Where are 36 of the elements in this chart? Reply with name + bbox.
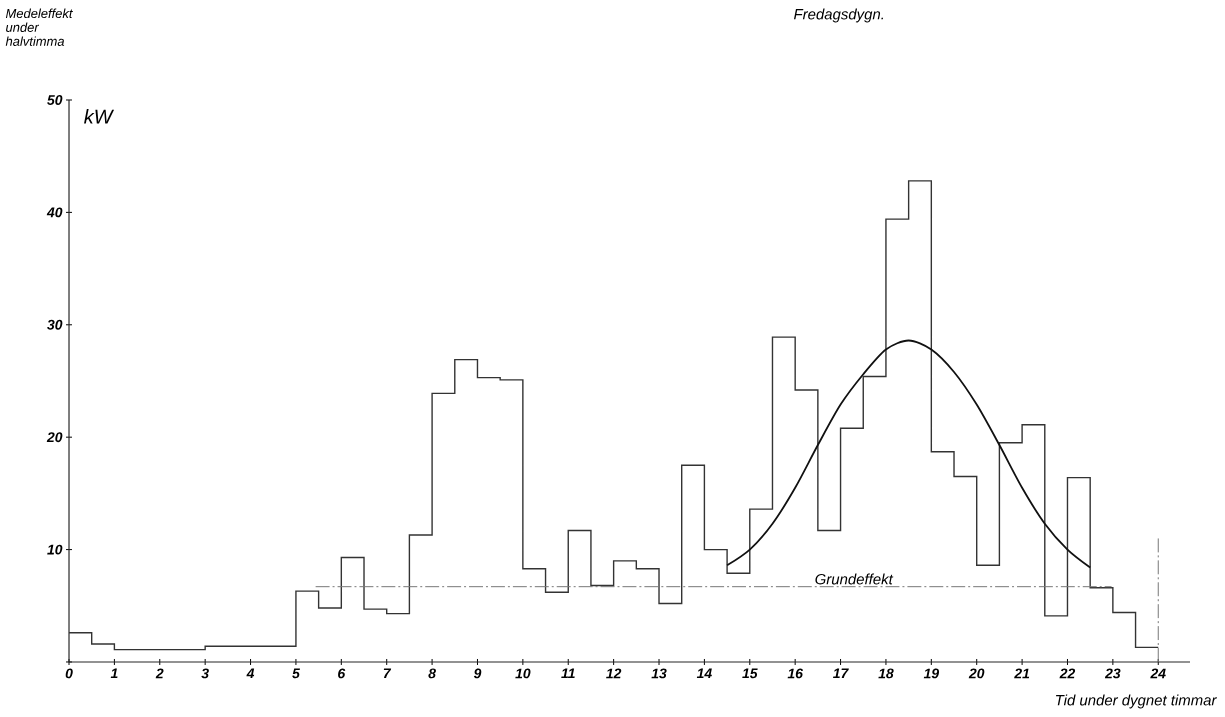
x-tick-label: 14 bbox=[696, 668, 712, 679]
y-tick-label: 40 bbox=[46, 207, 63, 218]
chart-title: Fredagsdygn. bbox=[793, 8, 884, 23]
x-tick-label: 7 bbox=[383, 668, 392, 679]
ref-line-label: Grundeffekt bbox=[815, 573, 894, 585]
x-tick-label: 15 bbox=[742, 668, 758, 679]
x-tick-label: 11 bbox=[561, 668, 575, 679]
x-tick-label: 13 bbox=[651, 668, 667, 679]
x-tick-label: 9 bbox=[473, 668, 482, 679]
x-tick-label: 8 bbox=[428, 668, 436, 679]
x-tick-label: 12 bbox=[606, 668, 622, 679]
annotation: kW bbox=[84, 109, 115, 124]
y-tick-label: 20 bbox=[46, 432, 63, 443]
x-tick-label: 21 bbox=[1014, 668, 1030, 679]
x-tick-label: 5 bbox=[292, 668, 300, 679]
x-tick-label: 6 bbox=[338, 668, 346, 679]
y-tick-label: 10 bbox=[47, 544, 63, 555]
x-tick-label: 23 bbox=[1104, 668, 1121, 679]
x-tick-label: 16 bbox=[787, 668, 803, 679]
line-series bbox=[726, 339, 1092, 569]
y-axis-title: Medeleffekt under halvtimma bbox=[5, 8, 73, 46]
x-axis-title: Tid under dygnet timmar bbox=[1056, 694, 1217, 709]
x-tick-label: 4 bbox=[246, 668, 255, 679]
y-tick-label: 30 bbox=[47, 319, 63, 330]
x-tick-label: 17 bbox=[833, 668, 849, 679]
x-tick-label: 1 bbox=[110, 668, 118, 679]
x-tick-label: 18 bbox=[878, 668, 894, 679]
x-tick-label: 19 bbox=[923, 668, 940, 679]
x-tick-label: 0 bbox=[65, 668, 73, 679]
x-tick-label: 20 bbox=[968, 668, 985, 679]
x-tick-label: 22 bbox=[1059, 668, 1076, 679]
y-tick-label: 50 bbox=[47, 95, 63, 105]
x-tick-label: 3 bbox=[201, 668, 209, 679]
x-tick-label: 2 bbox=[155, 668, 164, 679]
x-tick-label: 24 bbox=[1150, 668, 1166, 679]
x-tick-label: 10 bbox=[515, 668, 531, 679]
